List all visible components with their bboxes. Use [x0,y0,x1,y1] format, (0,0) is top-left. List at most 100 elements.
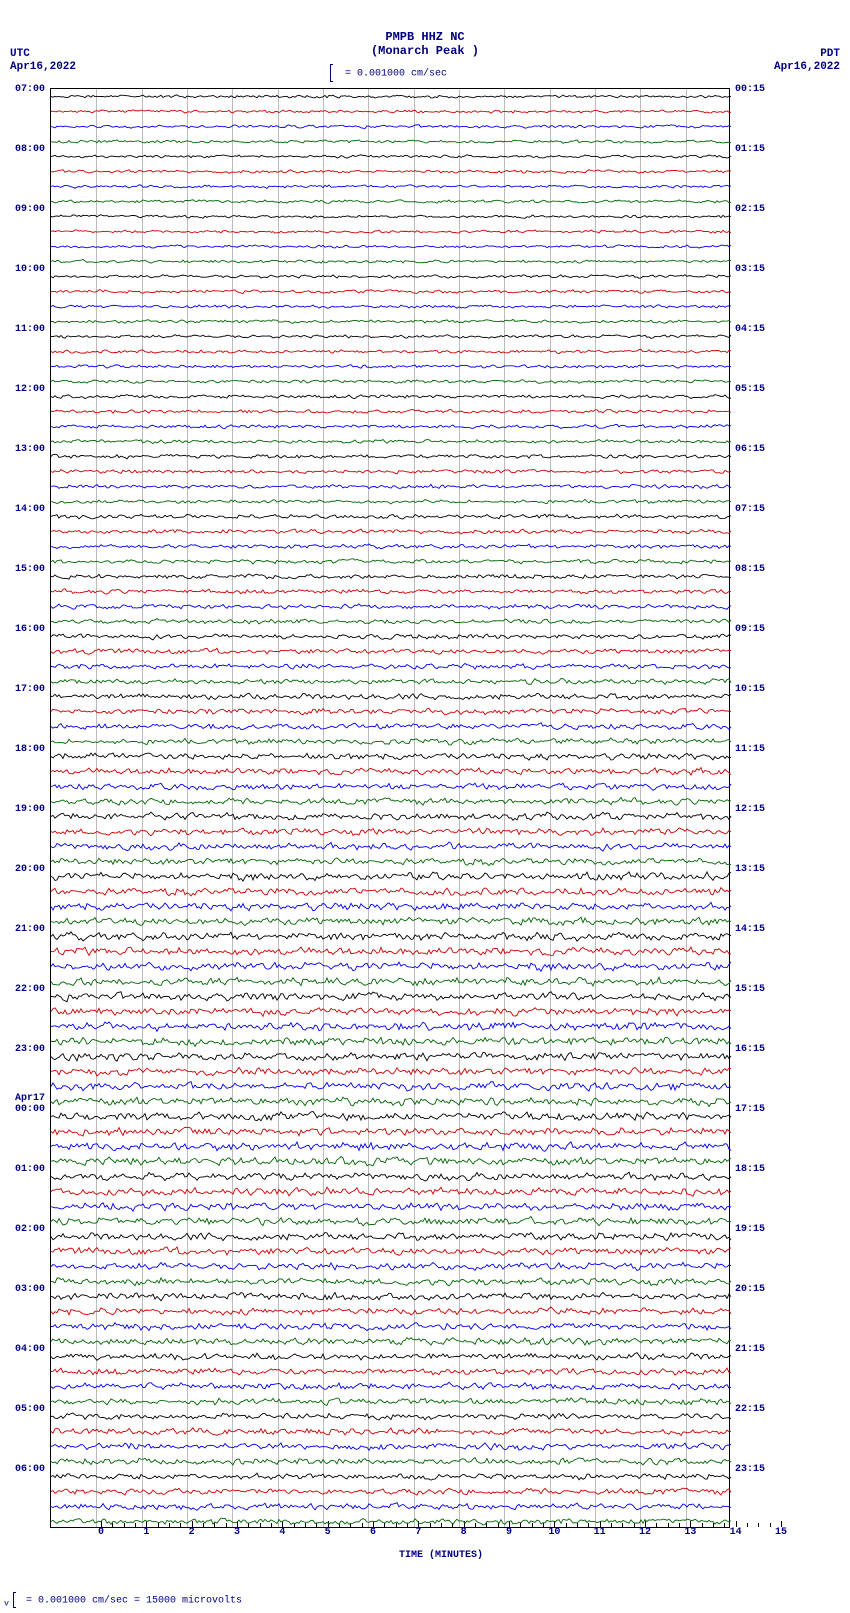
trace-row [51,1244,731,1259]
trace-row [51,1319,731,1334]
trace-row [51,854,731,869]
pdt-time-label: 09:15 [735,624,765,635]
utc-time-label: Apr1700:00 [15,1093,45,1115]
trace-row [51,209,731,224]
trace-row [51,1469,731,1484]
trace-row [51,164,731,179]
trace-row [51,119,731,134]
pdt-time-label: 19:15 [735,1224,765,1235]
trace-row [51,764,731,779]
trace-row [51,899,731,914]
trace-row [51,239,731,254]
trace-row [51,929,731,944]
trace-row [51,1154,731,1169]
trace-row [51,599,731,614]
trace-row [51,1439,731,1454]
scale-label: = 0.001000 cm/sec [345,69,447,80]
utc-time-label: 08:00 [15,144,45,155]
trace-row [51,1124,731,1139]
pdt-time-label: 20:15 [735,1284,765,1295]
utc-time-label: 19:00 [15,804,45,815]
tz-right-block: PDT Apr16,2022 [774,48,840,74]
pdt-time-label: 13:15 [735,864,765,875]
pdt-time-label: 18:15 [735,1164,765,1175]
trace-row [51,224,731,239]
utc-time-label: 06:00 [15,1464,45,1475]
trace-row [51,179,731,194]
trace-row [51,974,731,989]
pdt-time-label: 02:15 [735,204,765,215]
trace-row [51,1184,731,1199]
pdt-time-label: 16:15 [735,1044,765,1055]
pdt-time-label: 23:15 [735,1464,765,1475]
chart-title: PMPB HHZ NC (Monarch Peak ) [0,30,850,58]
utc-time-label: 13:00 [15,444,45,455]
utc-time-label: 11:00 [15,324,45,335]
x-axis-label: TIME (MINUTES) [101,1550,781,1561]
pdt-time-label: 06:15 [735,444,765,455]
utc-time-label: 02:00 [15,1224,45,1235]
trace-row [51,1094,731,1109]
trace-row [51,359,731,374]
trace-row [51,1214,731,1229]
utc-time-label: 14:00 [15,504,45,515]
trace-row [51,449,731,464]
tz-left-name: UTC [10,48,76,61]
tz-right-date: Apr16,2022 [774,61,840,74]
trace-row [51,704,731,719]
trace-row [51,584,731,599]
trace-row [51,284,731,299]
trace-row [51,389,731,404]
trace-row [51,404,731,419]
trace-row [51,1019,731,1034]
pdt-time-label: 08:15 [735,564,765,575]
pdt-time-label: 05:15 [735,384,765,395]
footer-bar-icon [13,1592,16,1608]
x-minor-tick [770,1523,771,1527]
utc-time-label: 10:00 [15,264,45,275]
trace-row [51,1379,731,1394]
pdt-time-label: 07:15 [735,504,765,515]
pdt-time-label: 12:15 [735,804,765,815]
trace-row [51,1259,731,1274]
pdt-time-label: 14:15 [735,924,765,935]
trace-row [51,1334,731,1349]
trace-row [51,554,731,569]
pdt-time-label: 03:15 [735,264,765,275]
trace-row [51,1064,731,1079]
trace-row [51,809,731,824]
trace-row [51,1139,731,1154]
trace-row [51,1049,731,1064]
trace-row [51,1394,731,1409]
trace-row [51,1349,731,1364]
utc-time-label: 09:00 [15,204,45,215]
trace-row [51,374,731,389]
trace-row [51,194,731,209]
trace-row [51,479,731,494]
tz-right-name: PDT [774,48,840,61]
utc-time-label: 01:00 [15,1164,45,1175]
utc-time-label: 21:00 [15,924,45,935]
trace-row [51,1079,731,1094]
trace-row [51,1199,731,1214]
trace-row [51,1289,731,1304]
trace-row [51,884,731,899]
utc-time-label: 17:00 [15,684,45,695]
trace-row [51,434,731,449]
trace-row [51,524,731,539]
x-tick-mark [736,1521,737,1527]
footer-text: = 0.001000 cm/sec = 15000 microvolts [26,1596,242,1607]
trace-row [51,614,731,629]
trace-row [51,689,731,704]
x-tick: 15 [775,1527,787,1538]
utc-time-label: 23:00 [15,1044,45,1055]
x-axis: 0123456789101112131415 [101,1527,781,1547]
trace-row [51,344,731,359]
trace-row [51,749,731,764]
trace-row [51,794,731,809]
pdt-time-label: 22:15 [735,1404,765,1415]
pdt-time-label: 17:15 [735,1104,765,1115]
station-name: (Monarch Peak ) [0,44,850,58]
trace-row [51,1034,731,1049]
trace-row [51,734,731,749]
